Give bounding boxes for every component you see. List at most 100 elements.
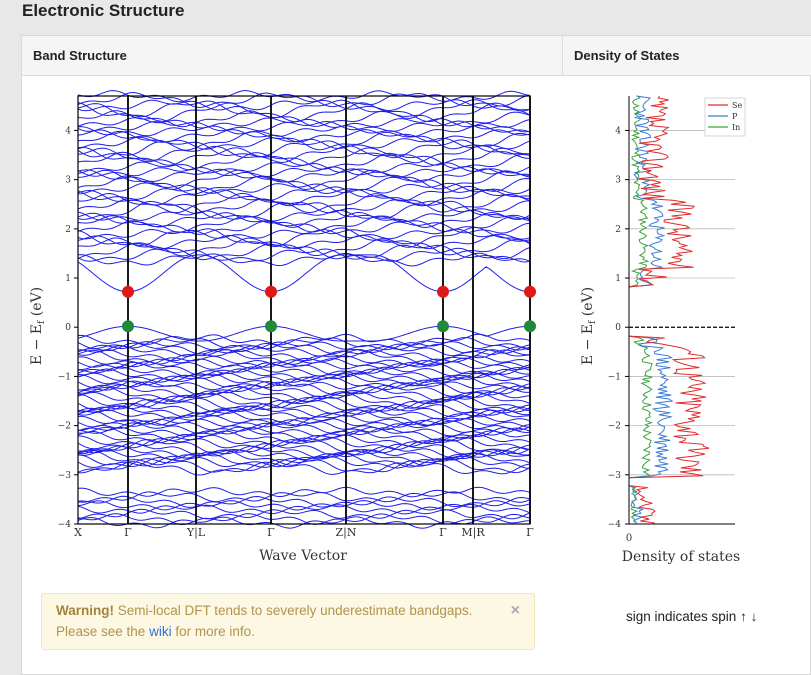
warning-strong: Warning! bbox=[56, 603, 114, 618]
vbm-marker bbox=[524, 320, 536, 333]
band-line bbox=[77, 426, 531, 442]
band-line bbox=[77, 336, 531, 351]
y-tick-label: −1 bbox=[58, 372, 71, 382]
band-line bbox=[77, 436, 531, 451]
warning-text-3: for more info. bbox=[175, 624, 255, 639]
dos-y-tick-label: 4 bbox=[615, 126, 621, 136]
band-line bbox=[78, 384, 531, 398]
band-line bbox=[77, 380, 531, 396]
band-line bbox=[77, 147, 531, 166]
legend-se-label: Se bbox=[732, 101, 742, 110]
band-line bbox=[77, 130, 531, 151]
band-line bbox=[77, 168, 531, 183]
band-line bbox=[77, 129, 531, 143]
band-edge-markers bbox=[122, 285, 536, 333]
band-line bbox=[77, 391, 531, 409]
dos-y-ticks: 4 3 2 1 0 −1 −2 −3 −4 bbox=[608, 126, 629, 530]
band-line bbox=[77, 165, 531, 178]
warning-text: Semi-local DFT tends to severely underes… bbox=[117, 603, 473, 618]
y-tick-label: 4 bbox=[65, 126, 71, 136]
band-line bbox=[77, 169, 531, 191]
band-line bbox=[77, 402, 531, 415]
cbm-marker bbox=[524, 285, 536, 298]
band-line bbox=[77, 325, 531, 342]
band-structure-header: Band Structure bbox=[22, 36, 563, 76]
k-point-label: Z|N bbox=[336, 526, 357, 540]
section-title: Electronic Structure bbox=[22, 1, 185, 20]
band-line bbox=[78, 381, 531, 391]
band-line bbox=[77, 357, 531, 369]
dos-x-tick: 0 bbox=[626, 533, 632, 544]
band-line bbox=[77, 188, 531, 207]
band-line bbox=[77, 445, 531, 459]
band-line bbox=[77, 361, 531, 376]
vbm-marker bbox=[437, 320, 449, 333]
band-line bbox=[77, 455, 531, 469]
dos-legend: Se P In bbox=[704, 97, 746, 137]
dos-curves bbox=[628, 95, 710, 524]
band-line bbox=[77, 211, 531, 229]
band-line bbox=[77, 366, 531, 377]
dos-y-tick-label: 2 bbox=[615, 225, 621, 235]
band-line bbox=[77, 500, 531, 511]
band-line bbox=[77, 376, 531, 390]
band-line bbox=[77, 495, 531, 508]
y-tick-label: 3 bbox=[65, 176, 71, 186]
dos-y-tick-label: −1 bbox=[608, 372, 621, 382]
band-line bbox=[77, 342, 531, 355]
close-icon[interactable]: × bbox=[510, 602, 520, 619]
band-line bbox=[77, 458, 531, 474]
band-y-axis-label: E − Ef (eV) bbox=[29, 287, 47, 365]
band-line bbox=[77, 110, 531, 128]
vbm-marker bbox=[265, 320, 277, 333]
dos-y-tick-label: −4 bbox=[608, 520, 622, 530]
band-lines bbox=[77, 90, 531, 529]
band-line bbox=[77, 508, 531, 520]
band-line bbox=[77, 247, 531, 263]
band-line bbox=[77, 99, 531, 119]
warning-text-2: Please see the bbox=[56, 624, 146, 639]
vbm-marker bbox=[122, 320, 134, 333]
band-line bbox=[77, 422, 531, 435]
y-tick-label: 0 bbox=[65, 323, 71, 333]
band-line bbox=[77, 215, 531, 233]
cbm-marker bbox=[265, 285, 277, 298]
spin-note: sign indicates spin ↑ ↓ bbox=[626, 609, 758, 624]
band-line bbox=[77, 226, 531, 248]
dos-y-tick-label: 1 bbox=[615, 274, 621, 284]
band-line bbox=[77, 234, 531, 250]
band-line bbox=[77, 409, 531, 420]
band-line bbox=[77, 391, 531, 404]
band-line bbox=[77, 486, 531, 498]
band-line bbox=[77, 102, 531, 123]
dos-x-axis-label: Density of states bbox=[622, 549, 741, 565]
band-line bbox=[77, 139, 530, 159]
band-line bbox=[77, 349, 531, 362]
band-line bbox=[77, 99, 531, 112]
legend-in-label: In bbox=[732, 123, 740, 132]
wiki-link[interactable]: wiki bbox=[149, 624, 172, 639]
dos-plot: 4 3 2 1 0 −1 −2 −3 −4 0 Density of states E − Ef… bbox=[580, 95, 746, 565]
dos-curve bbox=[628, 95, 710, 524]
band-line bbox=[77, 200, 531, 221]
band-line bbox=[77, 372, 531, 383]
k-point-label: Γ bbox=[267, 526, 275, 539]
y-tick-label: −3 bbox=[58, 471, 72, 481]
band-line bbox=[77, 399, 531, 413]
band-line bbox=[77, 405, 531, 418]
band-line bbox=[77, 345, 531, 357]
band-line bbox=[77, 430, 531, 444]
dos-frame bbox=[628, 96, 735, 525]
band-line bbox=[77, 124, 531, 138]
band-line bbox=[77, 136, 531, 150]
band-line bbox=[77, 209, 531, 223]
dos-y-tick-label: −2 bbox=[608, 422, 621, 432]
band-line bbox=[77, 175, 531, 195]
band-y-ticks: 4 3 2 1 0 −1 −2 −3 −4 bbox=[58, 126, 78, 530]
k-point-label: M|R bbox=[461, 526, 485, 540]
y-tick-label: −2 bbox=[58, 422, 71, 432]
band-line bbox=[77, 333, 531, 346]
band-line bbox=[77, 185, 531, 202]
band-line bbox=[77, 182, 531, 195]
band-line bbox=[77, 90, 531, 103]
